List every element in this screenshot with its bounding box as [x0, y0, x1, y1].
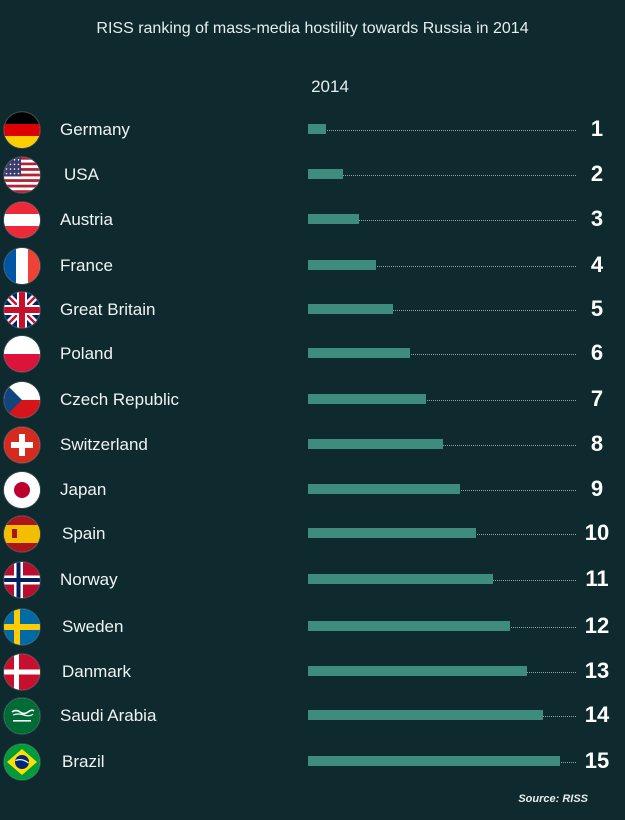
- rank-number: 9: [590, 476, 604, 501]
- ranking-row: Norway 11: [0, 560, 625, 600]
- saudi-arabia-flag-icon: [4, 698, 40, 734]
- ranking-bar: [308, 214, 359, 224]
- rank-number: 15: [584, 748, 610, 773]
- rank-number: 5: [590, 296, 604, 321]
- rank-number: 13: [584, 658, 610, 683]
- rank-number: 1: [590, 116, 604, 141]
- country-label: Spain: [62, 524, 106, 543]
- rank-number: 11: [585, 566, 609, 591]
- ranking-row: Saudi Arabia 14: [0, 696, 625, 736]
- ranking-bar: [308, 666, 527, 676]
- ranking-row: Austria 3: [0, 200, 625, 240]
- czech-republic-flag-icon: [4, 382, 40, 418]
- usa-flag-icon: [4, 157, 40, 193]
- ranking-row: Danmark 13: [0, 652, 625, 692]
- ranking-row: Great Britain 5: [0, 290, 625, 330]
- dotted-leader-line: [308, 310, 576, 311]
- ranking-row: Japan 9: [0, 470, 625, 510]
- country-label: Sweden: [62, 617, 124, 636]
- austria-flag-icon: [4, 202, 40, 238]
- chart-title: RISS ranking of mass-media hostility tow…: [96, 20, 529, 37]
- ranking-bar: [308, 756, 560, 766]
- rank-number: 8: [590, 431, 604, 456]
- ranking-bar: [308, 621, 510, 631]
- ranking-bar: [308, 484, 460, 494]
- ranking-bar: [308, 124, 326, 134]
- ranking-row: Brazil 15: [0, 742, 625, 782]
- ranking-row: Spain 10: [0, 514, 625, 554]
- country-label: Danmark: [62, 662, 131, 681]
- ranking-bar: [308, 304, 393, 314]
- country-label: Austria: [60, 210, 113, 229]
- spain-flag-icon: [4, 516, 40, 552]
- rank-number: 12: [584, 613, 610, 638]
- ranking-bar: [308, 169, 343, 179]
- country-label: Switzerland: [60, 435, 148, 454]
- country-label: Germany: [60, 120, 130, 139]
- dotted-leader-line: [308, 266, 576, 267]
- brazil-flag-icon: [4, 744, 40, 780]
- ranking-row: Germany 1: [0, 110, 625, 150]
- country-label: Saudi Arabia: [60, 706, 157, 725]
- ranking-row: Czech Republic 7: [0, 380, 625, 420]
- ranking-row: Poland 6: [0, 334, 625, 374]
- switzerland-flag-icon: [4, 427, 40, 463]
- ranking-bar: [308, 439, 443, 449]
- country-label: Brazil: [62, 752, 105, 771]
- france-flag-icon: [4, 248, 40, 284]
- poland-flag-icon: [4, 336, 40, 372]
- dotted-leader-line: [308, 175, 576, 176]
- sweden-flag-icon: [4, 609, 40, 645]
- ranking-bar: [308, 574, 493, 584]
- country-label: Poland: [60, 344, 113, 363]
- ranking-row: Switzerland 8: [0, 425, 625, 465]
- country-label: Great Britain: [60, 300, 156, 319]
- danmark-flag-icon: [4, 654, 40, 690]
- ranking-row: Sweden 12: [0, 607, 625, 647]
- dotted-leader-line: [308, 354, 576, 355]
- rank-number: 6: [590, 340, 604, 365]
- ranking-bar: [308, 710, 543, 720]
- ranking-bar: [308, 260, 376, 270]
- norway-flag-icon: [4, 562, 40, 598]
- ranking-bar: [308, 394, 426, 404]
- ranking-bar: [308, 528, 476, 538]
- japan-flag-icon: [4, 472, 40, 508]
- country-label: Czech Republic: [60, 390, 180, 409]
- country-label: Norway: [60, 570, 118, 589]
- rank-number: 2: [590, 161, 604, 186]
- dotted-leader-line: [308, 220, 576, 221]
- country-label: USA: [64, 165, 99, 184]
- dotted-leader-line: [308, 400, 576, 401]
- year-column-label: 2014: [311, 77, 349, 96]
- rank-number: 10: [584, 520, 610, 545]
- source-note: Source: RISS: [518, 793, 588, 805]
- rank-number: 4: [590, 252, 604, 277]
- rank-number: 14: [584, 702, 610, 727]
- rank-number: 7: [590, 386, 604, 411]
- country-label: Japan: [60, 480, 107, 499]
- country-label: France: [60, 256, 113, 275]
- great-britain-flag-icon: [4, 292, 40, 328]
- ranking-row: USA 2: [0, 155, 625, 195]
- rank-number: 3: [590, 206, 604, 231]
- ranking-bar: [308, 348, 410, 358]
- dotted-leader-line: [308, 130, 576, 131]
- germany-flag-icon: [4, 112, 40, 148]
- ranking-row: France 4: [0, 246, 625, 286]
